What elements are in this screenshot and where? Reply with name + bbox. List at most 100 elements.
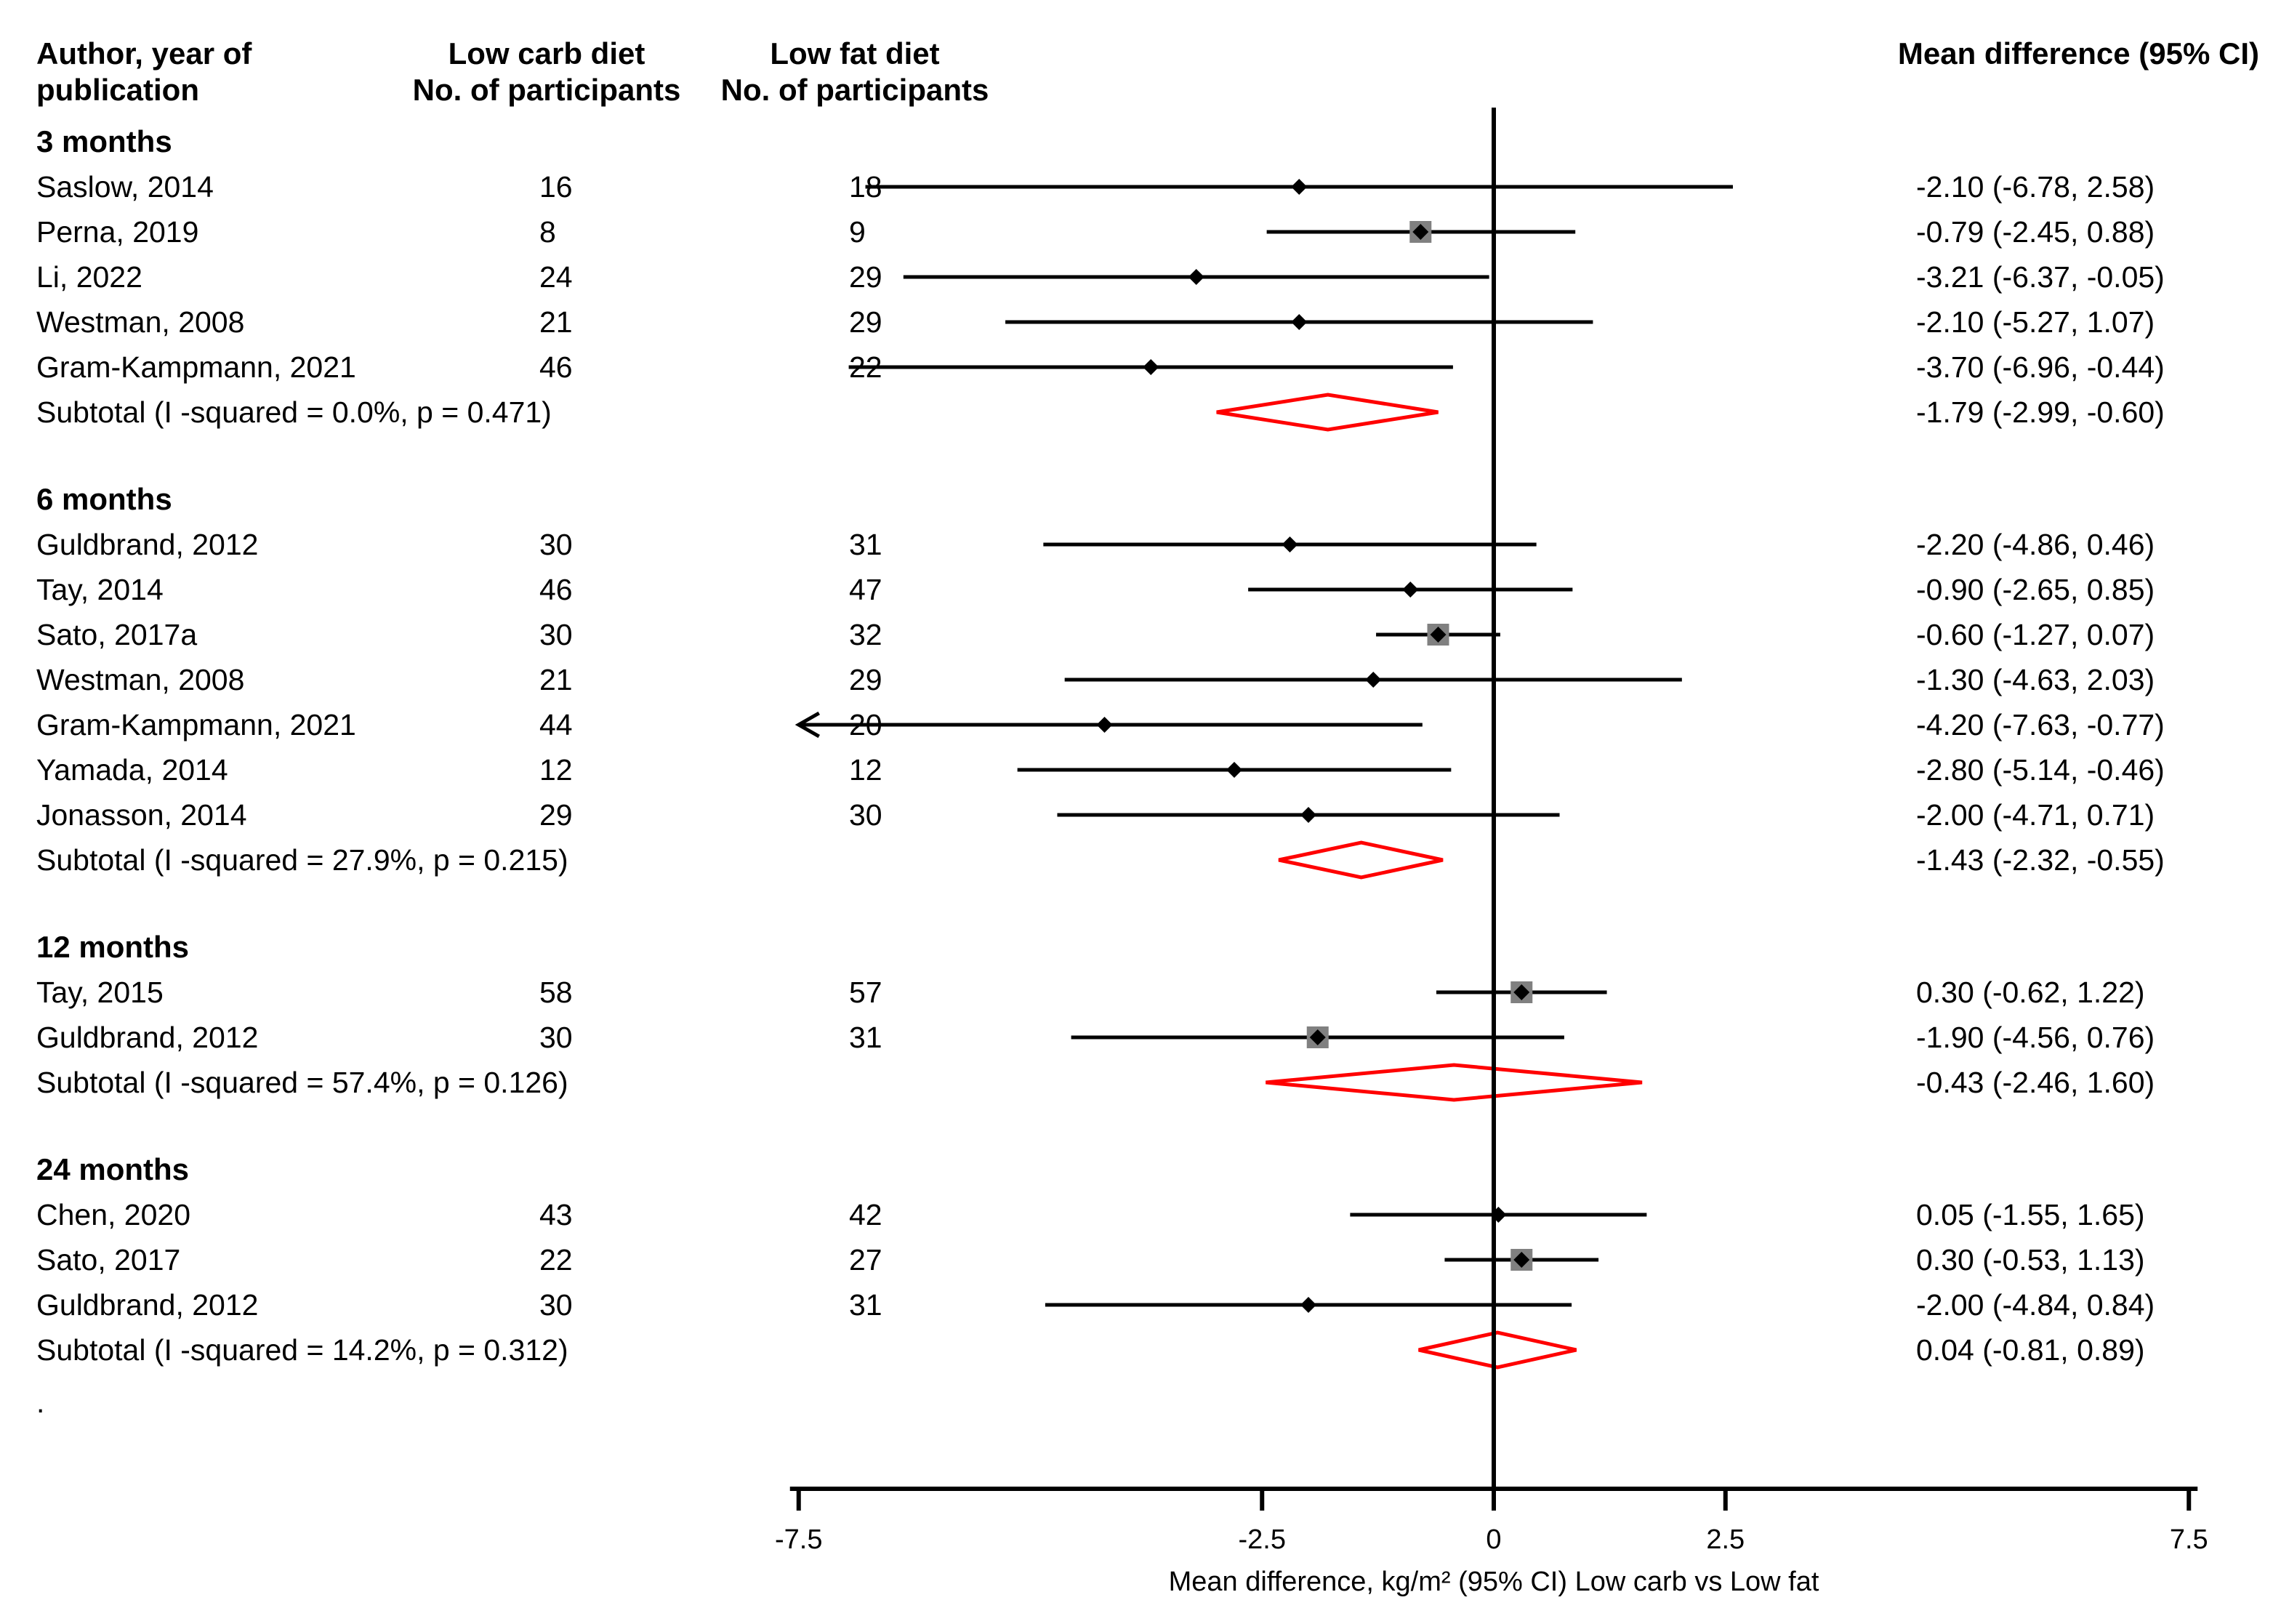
x-axis-label: Mean difference, kg/m² (95% CI) Low carb… (1169, 1567, 1819, 1597)
point-estimate (1513, 984, 1530, 1000)
header-lowfat-line1: Low fat diet (770, 36, 939, 71)
point-estimate (1291, 179, 1308, 195)
footnote-mark: . (36, 1386, 44, 1419)
header-lowcarb-line1: Low carb diet (448, 36, 645, 71)
ci-text: -2.00 (-4.71, 0.71) (1916, 798, 2155, 832)
ci-text: -1.90 (-4.56, 0.76) (1916, 1021, 2155, 1054)
lowfat-participants: 29 (849, 663, 882, 696)
x-tick-label: -2.5 (1239, 1524, 1286, 1555)
header-lowcarb-line2: No. of participants (413, 73, 681, 107)
lowfat-participants: 9 (849, 215, 866, 249)
subtotal-ci-text: -0.43 (-2.46, 1.60) (1916, 1066, 2155, 1099)
lowcarb-participants: 24 (539, 260, 573, 294)
lowfat-participants: 47 (849, 573, 882, 606)
study-row: Yamada, 2014 12 12 -2.80 (-5.14, -0.46) (36, 753, 2165, 787)
subtotal-ci-text: -1.43 (-2.32, -0.55) (1916, 843, 2165, 877)
study-label: Sato, 2017a (36, 618, 197, 651)
lowfat-participants: 32 (849, 618, 882, 651)
ci-text: -0.90 (-2.65, 0.85) (1916, 573, 2155, 606)
point-estimate (1513, 1252, 1530, 1268)
study-label: Westman, 2008 (36, 663, 244, 696)
lowfat-participants: 42 (849, 1198, 882, 1231)
study-row: Westman, 2008 21 29 -2.10 (-5.27, 1.07) (36, 305, 2155, 339)
subtotal-label: Subtotal (I -squared = 14.2%, p = 0.312) (36, 1333, 568, 1367)
subtotal-row: Subtotal (I -squared = 0.0%, p = 0.471) -… (36, 393, 2165, 432)
lowcarb-participants: 30 (539, 1021, 573, 1054)
study-row: Saslow, 2014 16 18 -2.10 (-6.78, 2.58) (36, 170, 2155, 204)
ci-arrow-left (794, 711, 820, 739)
lowcarb-participants: 8 (539, 215, 556, 249)
study-label: Guldbrand, 2012 (36, 1021, 258, 1054)
point-estimate (1226, 762, 1242, 778)
lowcarb-participants: 44 (539, 708, 573, 741)
point-estimate (1282, 536, 1298, 552)
ci-text: -2.10 (-5.27, 1.07) (1916, 305, 2155, 339)
study-row: Guldbrand, 2012 30 31 -2.20 (-4.86, 0.46) (36, 528, 2155, 561)
study-label: Perna, 2019 (36, 215, 198, 249)
ci-text: -1.30 (-4.63, 2.03) (1916, 663, 2155, 696)
lowfat-participants: 29 (849, 305, 882, 339)
study-row: Li, 2022 24 29 -3.21 (-6.37, -0.05) (36, 260, 2165, 294)
study-label: Westman, 2008 (36, 305, 244, 339)
x-tick-label: 0 (1486, 1524, 1501, 1555)
point-estimate (1291, 314, 1308, 330)
group-title: 6 months (36, 482, 172, 516)
study-label: Li, 2022 (36, 260, 142, 294)
ci-text: -0.60 (-1.27, 0.07) (1916, 618, 2155, 651)
lowcarb-participants: 43 (539, 1198, 573, 1231)
subtotal-label: Subtotal (I -squared = 27.9%, p = 0.215) (36, 843, 568, 877)
study-label: Jonasson, 2014 (36, 798, 247, 832)
study-label: Sato, 2017 (36, 1243, 180, 1277)
point-estimate (1188, 269, 1204, 285)
study-row: Westman, 2008 21 29 -1.30 (-4.63, 2.03) (36, 663, 2155, 696)
point-estimate (1430, 627, 1447, 643)
study-row: Jonasson, 2014 29 30 -2.00 (-4.71, 0.71) (36, 798, 2155, 832)
header-author-line1: Author, year of (36, 36, 252, 71)
study-label: Guldbrand, 2012 (36, 528, 258, 561)
lowcarb-participants: 58 (539, 976, 573, 1009)
subtotal-diamond (1278, 840, 1444, 880)
lowfat-participants: 12 (849, 753, 882, 787)
group-title: 24 months (36, 1152, 189, 1186)
lowfat-participants: 31 (849, 1021, 882, 1054)
study-row: Guldbrand, 2012 30 31 -1.90 (-4.56, 0.76) (36, 1021, 2155, 1054)
point-estimate (1143, 359, 1159, 375)
point-estimate (1300, 807, 1316, 823)
ci-text: 0.30 (-0.62, 1.22) (1916, 976, 2145, 1009)
lowfat-participants: 31 (849, 1288, 882, 1322)
subtotal-label: Subtotal (I -squared = 57.4%, p = 0.126) (36, 1066, 568, 1099)
ci-text: -4.20 (-7.63, -0.77) (1916, 708, 2165, 741)
group-title: 3 months (36, 124, 172, 158)
ci-text: -3.70 (-6.96, -0.44) (1916, 350, 2165, 384)
ci-text: -3.21 (-6.37, -0.05) (1916, 260, 2165, 294)
study-label: Guldbrand, 2012 (36, 1288, 258, 1322)
lowcarb-participants: 22 (539, 1243, 573, 1277)
subtotal-diamond (1216, 393, 1439, 432)
study-label: Tay, 2015 (36, 976, 164, 1009)
lowfat-participants: 30 (849, 798, 882, 832)
subtotal-diamond (1418, 1330, 1577, 1370)
header-author-line2: publication (36, 73, 199, 107)
point-estimate (1300, 1297, 1316, 1313)
ci-text: -2.10 (-6.78, 2.58) (1916, 170, 2155, 204)
study-label: Gram-Kampmann, 2021 (36, 350, 356, 384)
lowcarb-participants: 46 (539, 573, 573, 606)
ci-text: 0.30 (-0.53, 1.13) (1916, 1243, 2145, 1277)
x-tick-label: 7.5 (2170, 1524, 2208, 1555)
study-row: Gram-Kampmann, 2021 44 20 -4.20 (-7.63, -0.… (36, 708, 2165, 741)
study-label: Gram-Kampmann, 2021 (36, 708, 356, 741)
lowcarb-participants: 29 (539, 798, 573, 832)
point-estimate (1096, 717, 1113, 733)
subtotal-row: Subtotal (I -squared = 27.9%, p = 0.215)… (36, 840, 2165, 880)
point-estimate (1365, 672, 1382, 688)
lowfat-participants: 29 (849, 260, 882, 294)
subtotal-label: Subtotal (I -squared = 0.0%, p = 0.471) (36, 395, 552, 429)
point-estimate (1412, 224, 1429, 240)
lowfat-participants: 31 (849, 528, 882, 561)
lowcarb-participants: 30 (539, 528, 573, 561)
ci-text: -2.80 (-5.14, -0.46) (1916, 753, 2165, 787)
study-label: Chen, 2020 (36, 1198, 190, 1231)
header-lowfat-line2: No. of participants (721, 73, 989, 107)
ci-text: -2.00 (-4.84, 0.84) (1916, 1288, 2155, 1322)
